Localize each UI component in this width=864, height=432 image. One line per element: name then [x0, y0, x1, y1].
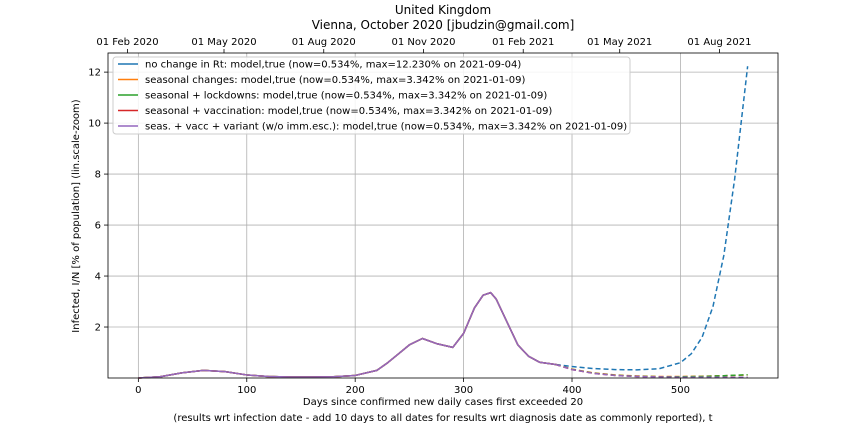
series-forecast-line	[555, 363, 748, 378]
legend-label: seasonal + vaccination: model,true (now=…	[145, 106, 552, 117]
y-axis: 2 4 6 8 10 12	[88, 68, 108, 334]
top-tick-label: 01 Feb 2021	[492, 37, 554, 48]
top-tick-label: 01 Aug 2021	[687, 37, 751, 48]
y-axis-label: Infected, I/N [% of population] (lin.sca…	[71, 99, 82, 332]
top-tick-label: 01 Feb 2020	[96, 37, 158, 48]
series-lines	[138, 66, 749, 379]
x-axis-label-line1: Days since confirmed new daily cases fir…	[303, 397, 583, 408]
series-history-line	[138, 291, 556, 379]
top-axis: 01 Feb 2020 01 May 2020 01 Aug 2020 01 Nov …	[96, 37, 751, 53]
x-tick-label: 100	[237, 385, 256, 396]
legend-label: seasonal changes: model,true (now=0.534%…	[145, 75, 525, 86]
plot-frame	[107, 52, 779, 379]
series-forecast-line	[555, 363, 748, 378]
series-history-line	[138, 291, 556, 379]
chart-title: United Kingdom	[395, 3, 491, 17]
y-tick-label: 10	[88, 119, 101, 130]
top-tick-label: 01 May 2021	[587, 37, 652, 48]
legend-label: no change in Rt: model,true (now=0.534%,…	[145, 60, 521, 71]
y-tick-label: 12	[88, 68, 101, 79]
top-tick-label: 01 May 2020	[191, 37, 256, 48]
y-tick-label: 6	[95, 221, 101, 232]
x-axis-label-line2: (results wrt infection date - add 10 day…	[173, 413, 712, 424]
legend: no change in Rt: model,true (now=0.534%,…	[112, 56, 631, 135]
legend-label: seas. + vacc + variant (w/o imm.esc.): m…	[145, 122, 627, 133]
x-axis: 0 100 200 300 400 500	[135, 378, 690, 396]
legend-box	[112, 56, 631, 135]
top-tick-label: 01 Aug 2020	[292, 37, 356, 48]
series-history-line	[138, 291, 556, 379]
y-tick-label: 2	[95, 323, 101, 334]
legend-label: seasonal + lockdowns: model,true (now=0.…	[145, 91, 547, 102]
x-tick-label: 200	[346, 385, 365, 396]
series-history-line	[138, 291, 556, 379]
chart-subtitle: Vienna, October 2020 [jbudzin@gmail.com]	[312, 18, 575, 32]
series-forecast-line	[555, 363, 748, 378]
x-tick-label: 400	[562, 385, 581, 396]
top-tick-label: 01 Nov 2020	[391, 37, 455, 48]
series-forecast-line	[555, 66, 749, 371]
x-tick-label: 0	[135, 385, 141, 396]
x-tick-label: 300	[454, 385, 473, 396]
x-tick-label: 500	[671, 385, 690, 396]
series-history-line	[138, 291, 556, 379]
y-tick-label: 4	[95, 272, 101, 283]
y-tick-label: 8	[95, 170, 101, 181]
